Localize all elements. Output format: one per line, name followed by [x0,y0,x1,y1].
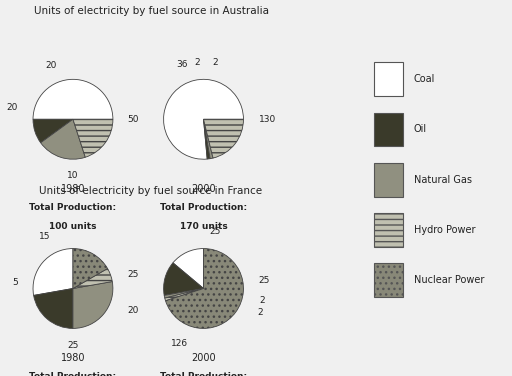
Text: Hydro Power: Hydro Power [414,225,475,235]
Text: Total Production:: Total Production: [160,203,247,212]
Text: Coal: Coal [414,74,435,84]
Text: Total Production:: Total Production: [29,203,117,212]
Text: 25: 25 [67,341,79,350]
Text: 10: 10 [67,171,79,180]
Wedge shape [173,249,203,288]
Text: 20: 20 [127,306,138,315]
Wedge shape [203,119,210,159]
Text: Nuclear Power: Nuclear Power [414,275,484,285]
Wedge shape [164,79,244,159]
Wedge shape [203,119,244,158]
Text: 25: 25 [259,276,270,285]
Text: 1980: 1980 [61,353,85,364]
Wedge shape [165,249,243,328]
Wedge shape [164,288,203,298]
Text: 126: 126 [171,339,188,348]
Wedge shape [164,263,203,296]
FancyBboxPatch shape [374,163,403,197]
Wedge shape [73,282,113,328]
Text: 50: 50 [127,115,138,124]
Text: Natural Gas: Natural Gas [414,174,472,185]
FancyBboxPatch shape [374,112,403,146]
FancyBboxPatch shape [374,213,403,247]
Text: Total Production:: Total Production: [29,372,117,376]
Wedge shape [73,119,113,157]
Text: 2: 2 [212,58,218,67]
Text: 2: 2 [195,58,200,67]
Text: 2000: 2000 [191,184,216,194]
Text: 130: 130 [259,115,276,124]
Text: 2000: 2000 [191,353,216,364]
Wedge shape [73,268,112,288]
Text: 2: 2 [258,308,263,317]
Text: 15: 15 [39,232,51,241]
Wedge shape [33,79,113,119]
Text: 1980: 1980 [61,184,85,194]
Wedge shape [33,249,73,296]
Text: 20: 20 [7,103,18,112]
Text: 36: 36 [176,60,187,69]
Text: 100 units: 100 units [49,222,97,231]
Text: Oil: Oil [414,124,427,135]
Text: 20: 20 [45,61,57,70]
Wedge shape [165,288,203,301]
Text: 2: 2 [260,296,265,305]
FancyBboxPatch shape [374,263,403,297]
Wedge shape [33,119,73,143]
Wedge shape [203,119,213,159]
FancyBboxPatch shape [374,62,403,96]
Text: Total Production:: Total Production: [160,372,247,376]
Text: Units of electricity by fuel source in Australia: Units of electricity by fuel source in A… [34,6,268,16]
Wedge shape [73,249,108,288]
Wedge shape [40,119,86,159]
Text: 170 units: 170 units [180,222,227,231]
Text: 25: 25 [127,270,138,279]
Text: 25: 25 [210,227,221,236]
Wedge shape [34,288,73,328]
Text: 5: 5 [12,278,18,287]
Text: Units of electricity by fuel source in France: Units of electricity by fuel source in F… [39,186,263,196]
